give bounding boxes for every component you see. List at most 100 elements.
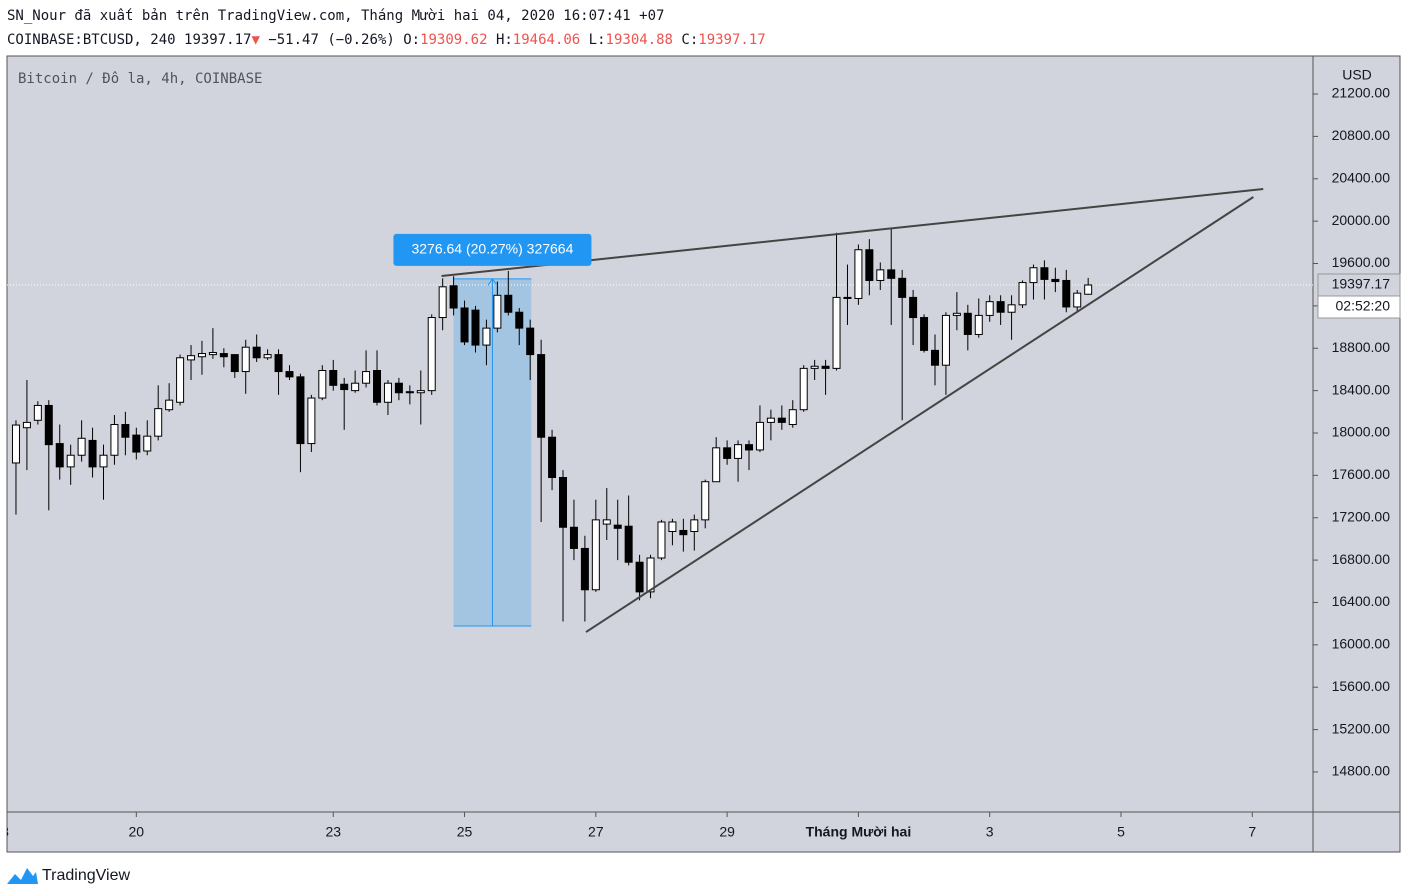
x-tick-label: 7 — [1248, 824, 1256, 840]
candle-body — [176, 357, 185, 403]
candle-body — [493, 294, 502, 329]
y-tick-label: 16800.00 — [1332, 551, 1391, 567]
candle-body — [1007, 304, 1016, 313]
candle-body — [99, 454, 108, 468]
candle-body — [394, 382, 403, 394]
candle-body — [416, 390, 425, 394]
candle-body — [383, 382, 392, 403]
logo-icon — [7, 868, 38, 884]
candle-body — [252, 346, 261, 359]
c-value: 19397.17 — [698, 32, 765, 48]
candle-body — [920, 317, 929, 351]
candle-body — [340, 383, 349, 391]
chart-frame — [6, 55, 1401, 853]
brand: TradingView — [42, 867, 130, 884]
candle-body — [898, 277, 907, 298]
candle-body — [843, 296, 852, 299]
candle-body — [777, 417, 786, 423]
x-tick-label: 5 — [1117, 824, 1125, 840]
candle-body — [613, 524, 622, 529]
candle-body — [832, 296, 841, 369]
arrow: ▼ — [251, 32, 260, 48]
y-tick-label: 16000.00 — [1332, 636, 1391, 652]
candle-body — [755, 421, 764, 451]
candle-body — [88, 439, 97, 468]
candle-body — [941, 314, 950, 366]
candle-body — [963, 312, 972, 335]
candle-body — [197, 353, 206, 358]
y-tick-label: 18000.00 — [1332, 424, 1391, 440]
candle-body — [930, 349, 939, 366]
candle-body — [548, 436, 557, 478]
candle-body — [307, 397, 316, 445]
candle-body — [580, 547, 589, 591]
candle-body — [766, 417, 775, 423]
candle-body — [591, 519, 600, 591]
candle-body — [1051, 278, 1060, 283]
candle-body — [1084, 284, 1093, 295]
candle-body — [569, 526, 578, 549]
candle-body — [854, 249, 863, 299]
candle-body — [77, 437, 86, 456]
candle-body — [33, 404, 42, 421]
candle-body — [11, 424, 20, 464]
price: 19397.17 — [184, 32, 251, 48]
candle-body — [318, 369, 327, 399]
candle-body — [1073, 292, 1082, 308]
candle-body — [657, 521, 666, 559]
candle-body — [952, 312, 961, 316]
candle-body — [996, 301, 1005, 313]
measure-label: 3276.64 (20.27%) 327664 — [411, 241, 573, 257]
candle-body — [427, 317, 436, 392]
candle-body — [55, 443, 64, 468]
countdown-box — [1317, 295, 1401, 319]
candle-body — [362, 371, 371, 384]
publish-line: SN_Nour đã xuất bản trên TradingView.com… — [7, 8, 664, 24]
candle-body — [1018, 282, 1027, 306]
candle-body — [876, 269, 885, 281]
y-tick-label: 20800.00 — [1332, 127, 1391, 143]
candle-body — [635, 561, 644, 593]
candle-body — [165, 399, 174, 411]
candle-body — [712, 447, 721, 483]
x-tick-label: Tháng Mười hai — [806, 824, 912, 840]
plot — [7, 188, 1313, 633]
y-tick-label: 19600.00 — [1332, 254, 1391, 270]
candle-body — [668, 521, 677, 533]
c-label: C: — [681, 32, 698, 48]
candle-body — [329, 369, 338, 386]
y-tick-label: 20400.00 — [1332, 169, 1391, 185]
candle-body — [22, 421, 31, 429]
symbol: COINBASE:BTCUSD, 240 — [7, 32, 176, 48]
candle-body — [274, 354, 283, 373]
candle-body — [515, 311, 524, 329]
x-tick-label: 20 — [129, 824, 145, 840]
candle-body — [373, 369, 382, 403]
candle-body — [909, 296, 918, 319]
y-tick-label: 20000.00 — [1332, 212, 1391, 228]
x-tick-label: 3 — [986, 824, 994, 840]
candle-body — [1040, 267, 1049, 280]
x-tick-label: 8 — [1, 824, 9, 840]
candle-body — [526, 327, 535, 356]
o-value: 19309.62 — [420, 32, 487, 48]
y-tick-label: 21200.00 — [1332, 85, 1391, 101]
measure-label-box — [393, 233, 592, 266]
h-label: H: — [496, 32, 513, 48]
change: −51.47 (−0.26%) — [268, 32, 394, 48]
candle-body — [66, 454, 75, 468]
candle-body — [482, 327, 491, 346]
candle-body — [624, 525, 633, 563]
chart-title: Bitcoin / Đô la, 4h, COINBASE — [18, 71, 262, 87]
h-value: 19464.06 — [513, 32, 580, 48]
candle-body — [734, 444, 743, 459]
candle-body — [810, 365, 819, 369]
candle-body — [974, 314, 983, 335]
measure-arrow-head — [487, 278, 498, 287]
x-tick-label: 25 — [457, 824, 473, 840]
candle-body — [504, 294, 513, 313]
y-tick-label: 17600.00 — [1332, 466, 1391, 482]
candle-body — [471, 309, 480, 346]
candle-body — [1029, 267, 1038, 284]
candle-body — [154, 408, 163, 437]
